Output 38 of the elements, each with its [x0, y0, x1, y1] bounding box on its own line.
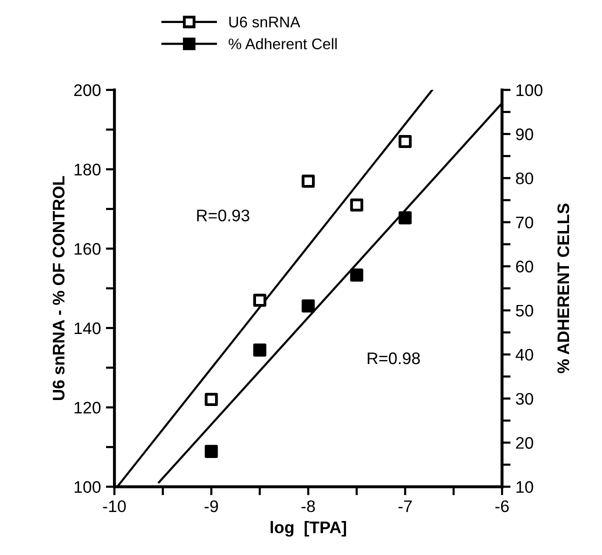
- y2-tick-label: 90: [516, 128, 534, 140]
- x-axis-title: log [TPA]: [270, 521, 346, 537]
- point: [204, 392, 218, 406]
- legend-label: U6 snRNA: [229, 16, 300, 28]
- y2-tick-label: 30: [516, 392, 534, 405]
- point: [302, 174, 315, 188]
- y-tick-label: 120: [74, 402, 101, 414]
- y-tick-label: 160: [74, 243, 101, 255]
- y2-tick-label: 70: [516, 216, 534, 228]
- y2-tick-label: 50: [516, 304, 534, 317]
- x-tick-label: -9: [204, 500, 218, 512]
- point: [302, 299, 315, 312]
- y2-tick-label: 60: [516, 260, 534, 272]
- y-tick-label: 140: [74, 322, 101, 334]
- y-axis-title: U6 snRNA - % OF CONTROL: [52, 176, 65, 400]
- y2-tick-label: 20: [516, 437, 534, 449]
- point: [204, 444, 218, 458]
- y2-tick-label: 40: [516, 348, 534, 361]
- point: [253, 344, 266, 357]
- x-tick-label: -10: [103, 500, 126, 512]
- y2-tick-label: 80: [516, 172, 534, 184]
- point: [350, 268, 364, 282]
- legend-label: % Adherent Cell: [228, 38, 337, 50]
- y-tick-label: 100: [74, 481, 101, 493]
- point: [253, 294, 266, 307]
- point: [350, 198, 364, 212]
- y2-tick-label: 100: [516, 84, 542, 96]
- y2-axis-title: % ADHERENT CELLS: [557, 204, 570, 374]
- y-tick-label: 200: [74, 84, 101, 96]
- y2-tick-label: 10: [516, 481, 534, 493]
- y-tick-label: 180: [74, 164, 101, 176]
- x-tick-label: -7: [398, 500, 412, 512]
- x-tick-label: -8: [302, 500, 315, 512]
- x-tick-label: -6: [495, 500, 509, 512]
- annotation: R=0.98: [368, 352, 420, 364]
- annotation: R=0.93: [197, 210, 250, 222]
- point: [398, 134, 412, 148]
- point: [398, 211, 412, 224]
